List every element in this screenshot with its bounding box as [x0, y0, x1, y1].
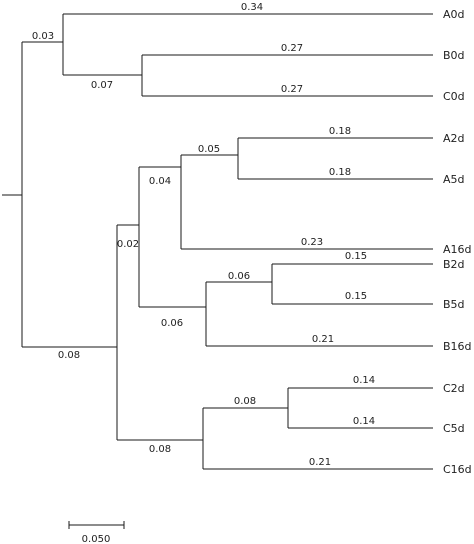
branch-label-b2d: 0.15	[345, 251, 367, 262]
branch-label-a5d: 0.18	[329, 167, 351, 178]
leaf-label-a2d: A2d	[443, 132, 465, 145]
branch-label-ab-clade: 0.02	[117, 239, 139, 250]
scale-bar: 0.050	[68, 521, 125, 544]
leaf-label-b16d: B16d	[443, 340, 472, 353]
branch-label-rest-clade: 0.08	[58, 350, 80, 361]
branch-label-b16d: 0.21	[312, 334, 334, 345]
leaf-label-a5d: A5d	[443, 173, 465, 186]
branch-label-a-clade: 0.04	[149, 176, 171, 187]
branch-label-a16d: 0.23	[301, 237, 323, 248]
branch-label-b5d: 0.15	[345, 291, 367, 302]
branch-label-c0d: 0.27	[281, 84, 303, 95]
leaf-label-c0d: C0d	[443, 90, 465, 103]
branch-label-0d-clade: 0.03	[32, 31, 54, 42]
branch-label-b-clade: 0.06	[161, 318, 183, 329]
branch-label-c5d: 0.14	[353, 416, 375, 427]
branch-label-bc0d: 0.07	[91, 80, 113, 91]
leaf-label-b5d: B5d	[443, 298, 465, 311]
branch-label-b0d: 0.27	[281, 43, 303, 54]
leaf-label-b0d: B0d	[443, 49, 465, 62]
branch-label-c2d: 0.14	[353, 375, 375, 386]
branch-label-c16d: 0.21	[309, 457, 331, 468]
leaf-label-c16d: C16d	[443, 463, 472, 476]
leaf-label-c2d: C2d	[443, 382, 465, 395]
branch-label-a0d: 0.34	[241, 2, 263, 13]
leaf-label-a0d: A0d	[443, 8, 465, 21]
scale-bar-label: 0.050	[82, 534, 111, 544]
branch-label-a25: 0.05	[198, 144, 220, 155]
leaf-label-c5d: C5d	[443, 422, 465, 435]
branch-label-b25: 0.06	[228, 271, 250, 282]
leaf-label-a16d: A16d	[443, 243, 472, 256]
branch-label-c-clade: 0.08	[149, 444, 171, 455]
leaf-label-b2d: B2d	[443, 258, 465, 271]
branch-label-c25: 0.08	[234, 396, 256, 407]
branch-label-a2d: 0.18	[329, 126, 351, 137]
